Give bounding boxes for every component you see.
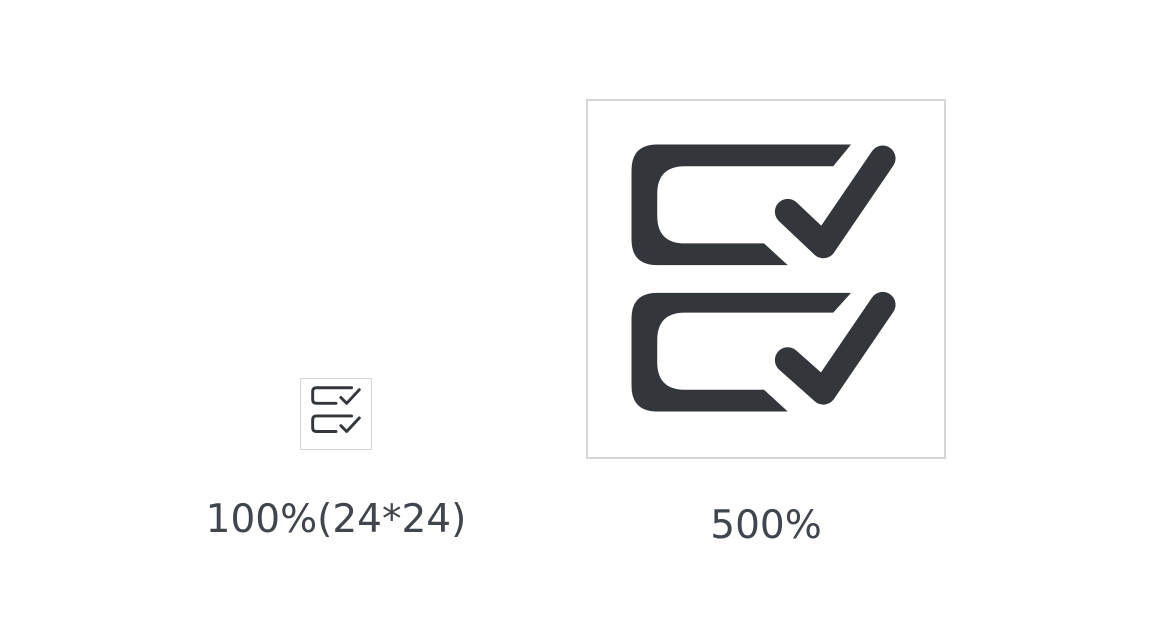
- checklist-icon: [631, 144, 896, 412]
- checklist-icon: [311, 386, 361, 433]
- icon-frame-small: [300, 378, 372, 450]
- caption-500-percent: 500%: [710, 503, 822, 548]
- caption-100-percent: 100%(24*24): [205, 497, 467, 542]
- icon-frame-large: [586, 99, 946, 459]
